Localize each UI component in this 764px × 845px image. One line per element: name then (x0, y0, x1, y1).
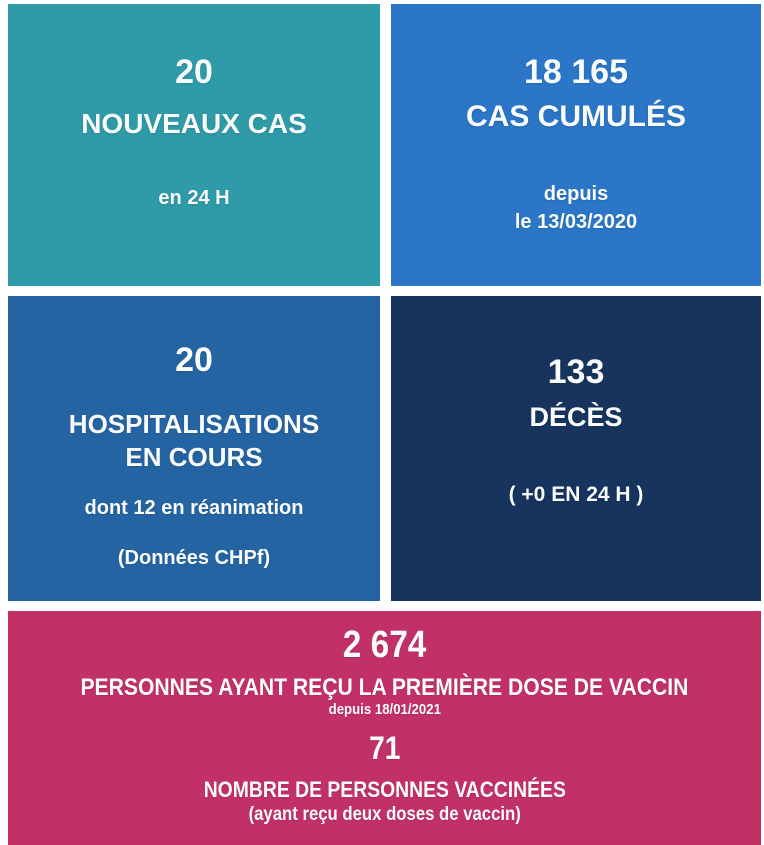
deaths-value: 133 (547, 353, 605, 391)
new-cases-period: en 24 H (158, 187, 230, 209)
hospitalizations-source-note: (Données CHPf) (117, 547, 271, 569)
cumulative-cases-since: depuis (543, 183, 609, 205)
card-hospitalizations: 20 HOSPITALISATIONS EN COURS dont 12 en … (8, 296, 380, 601)
new-cases-label: NOUVEAUX CAS (81, 108, 307, 139)
new-cases-value: 20 (175, 53, 213, 91)
card-new-cases: 20 NOUVEAUX CAS en 24 H (8, 4, 380, 286)
deaths-change: ( +0 EN 24 H ) (508, 483, 644, 506)
first-dose-label: PERSONNES AYANT REÇU LA PREMIÈRE DOSE DE… (80, 674, 689, 701)
cumulative-cases-date: le 13/03/2020 (514, 211, 638, 233)
fully-vaccinated-note: (ayant reçu deux doses de vaccin) (248, 804, 521, 825)
hospitalizations-label-line2: EN COURS (125, 442, 263, 472)
cumulative-cases-value: 18 165 (524, 53, 628, 91)
card-deaths: 133 DÉCÈS ( +0 EN 24 H ) (391, 296, 761, 601)
card-cumulative-cases: 18 165 CAS CUMULÉS depuis le 13/03/2020 (391, 4, 761, 286)
hospitalizations-value: 20 (175, 341, 213, 379)
deaths-label: DÉCÈS (529, 402, 623, 432)
hospitalizations-label-line1: HOSPITALISATIONS (68, 409, 320, 439)
first-dose-value: 2 674 (342, 624, 427, 666)
hospitalizations-icu-detail: dont 12 en réanimation (84, 497, 304, 519)
card-vaccination: 2 674 PERSONNES AYANT REÇU LA PREMIÈRE D… (8, 611, 761, 845)
fully-vaccinated-label: NOMBRE DE PERSONNES VACCINÉES (203, 777, 566, 802)
cumulative-cases-label: CAS CUMULÉS (465, 100, 686, 133)
fully-vaccinated-value: 71 (368, 730, 401, 766)
hospitalizations-label: HOSPITALISATIONS EN COURS (69, 408, 319, 474)
first-dose-since: depuis 18/01/2021 (328, 701, 441, 718)
